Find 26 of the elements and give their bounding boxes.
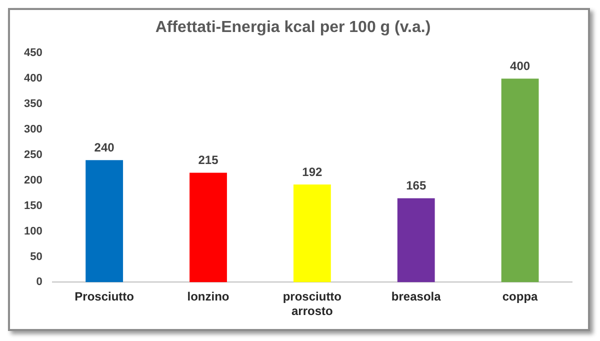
data-label: 400 <box>510 58 530 73</box>
y-tick-label: 450 <box>24 47 42 60</box>
data-label: 165 <box>406 178 426 193</box>
y-tick-label: 350 <box>24 98 42 110</box>
bar <box>86 160 124 282</box>
data-label: 215 <box>198 153 219 168</box>
y-tick-label: 200 <box>24 174 42 186</box>
data-label: 192 <box>302 164 323 179</box>
x-tick-label: Prosciutto <box>74 290 134 304</box>
y-tick-label: 0 <box>36 276 42 288</box>
y-tick-label: 150 <box>24 200 42 212</box>
y-tick-label: 50 <box>30 250 42 263</box>
bar <box>501 78 539 282</box>
x-tick-label: breasola <box>391 290 442 304</box>
x-tick-label: lonzino <box>187 290 230 304</box>
y-tick-label: 400 <box>24 72 42 85</box>
x-tick-label: prosciutto arrosto <box>282 290 342 318</box>
chart-title: Affettati-Energia kcal per 100 g (v.a.) <box>155 19 431 36</box>
y-tick-label: 250 <box>24 149 42 162</box>
y-tick-label: 100 <box>24 225 42 238</box>
bar <box>190 172 227 282</box>
y-tick-label: 300 <box>24 124 42 136</box>
bar <box>293 184 331 282</box>
x-tick-label: coppa <box>502 290 538 304</box>
bar <box>397 198 435 282</box>
data-label: 240 <box>94 140 115 154</box>
